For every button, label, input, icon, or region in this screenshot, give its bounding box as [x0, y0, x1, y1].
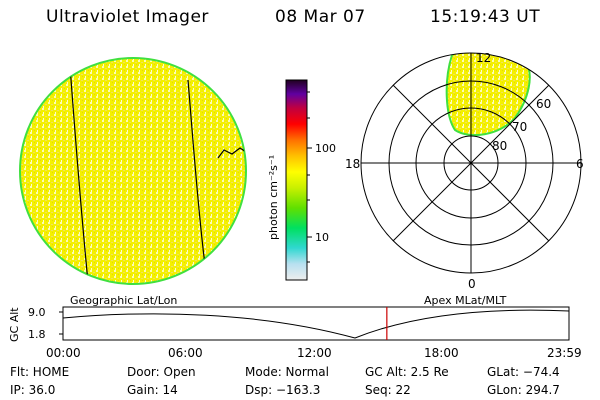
glon-status: GLon: 294.7	[487, 383, 560, 397]
auroral-oval-region	[445, 53, 531, 137]
door-status: Door: Open	[127, 365, 196, 379]
mlt-label-18: 18	[345, 157, 360, 171]
xtick-2359: 23:59	[547, 346, 582, 360]
mlt-label-6: 6	[576, 157, 584, 171]
right-map-label: Apex MLat/MLT	[424, 294, 507, 307]
glat-status: GLat: −74.4	[487, 365, 560, 379]
gain-status: Gain: 14	[127, 383, 178, 397]
meridian-line-left	[69, 65, 89, 283]
xtick-0600: 06:00	[168, 346, 203, 360]
time-label: 15:19:43 UT	[430, 7, 541, 27]
mlt-label-0: 0	[468, 277, 476, 291]
polar-plot: 12 18 6 0 60 70 80	[345, 51, 584, 291]
alt-tick-9: 9.0	[28, 306, 46, 319]
filter-status: Flt: HOME	[10, 365, 70, 379]
colorbar-label: photon cm⁻²s⁻¹	[267, 155, 280, 240]
alt-ylabel: GC Alt	[8, 307, 21, 342]
xtick-1800: 18:00	[424, 346, 459, 360]
lat-label-70: 70	[512, 120, 527, 134]
gc-alt-status: GC Alt: 2.5 Re	[365, 365, 449, 379]
instrument-title: Ultraviolet Imager	[46, 7, 209, 27]
seq-status: Seq: 22	[365, 383, 411, 397]
left-map-label: Geographic Lat/Lon	[70, 294, 177, 307]
altitude-plot: 9.0 1.8 GC Alt 00:00 06:00 12:00 18:00 2…	[8, 306, 582, 360]
xtick-1200: 12:00	[297, 346, 332, 360]
meridian-line-right	[187, 79, 206, 266]
colorbar-tick-10: 10	[315, 231, 329, 244]
colorbar: 100 10 photon cm⁻²s⁻¹	[267, 79, 336, 281]
date-label: 08 Mar 07	[275, 7, 366, 27]
xtick-0000: 00:00	[46, 346, 81, 360]
alt-tick-1.8: 1.8	[28, 328, 46, 341]
mode-status: Mode: Normal	[245, 365, 329, 379]
lat-label-80: 80	[492, 139, 507, 153]
lat-label-60: 60	[536, 97, 551, 111]
mlt-label-12: 12	[476, 51, 491, 65]
colorbar-tick-100: 100	[315, 142, 336, 155]
ip-status: IP: 36.0	[10, 383, 56, 397]
geographic-image	[19, 57, 247, 285]
dsp-status: Dsp: −163.3	[245, 383, 321, 397]
